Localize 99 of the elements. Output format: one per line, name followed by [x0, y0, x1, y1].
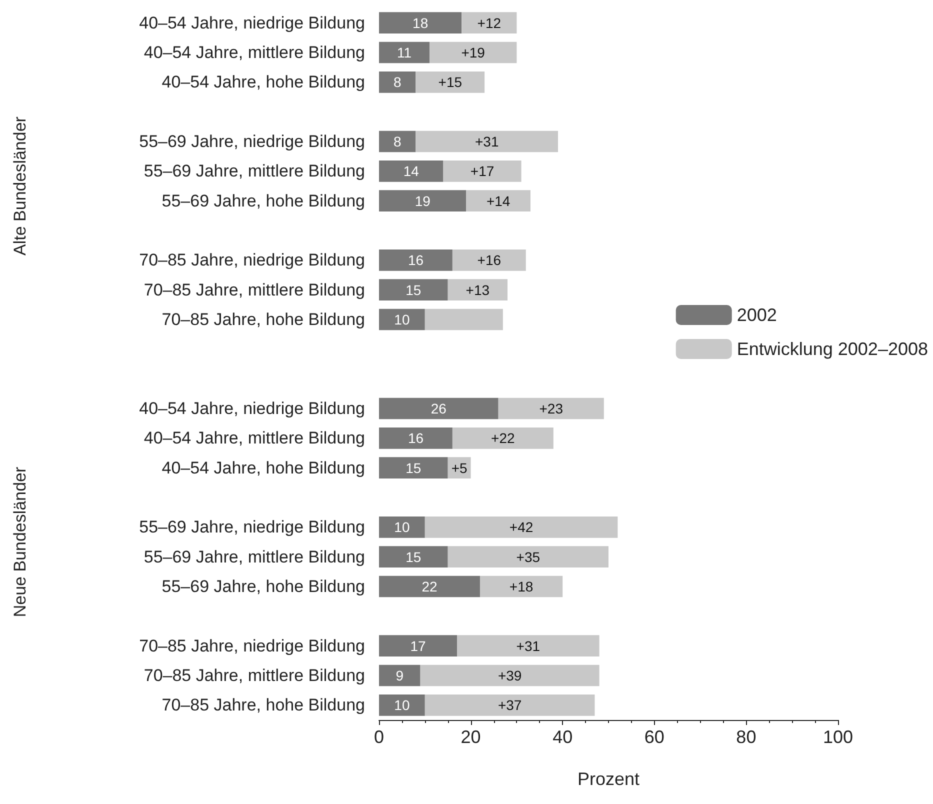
x-tick-label: 20 — [460, 727, 481, 747]
bar — [379, 130, 416, 152]
bar — [379, 427, 452, 449]
data-label: +12 — [477, 14, 502, 31]
y-tick-label: 70–85 Jahre, niedrige Bildung — [139, 636, 365, 656]
bar — [379, 576, 480, 598]
data-label: +5 — [451, 460, 468, 476]
data-label: +31 — [474, 134, 499, 150]
data-label: 14 — [403, 163, 420, 180]
y-tick-label: 40–54 Jahre, hohe Bildung — [162, 458, 365, 478]
bar — [379, 398, 498, 420]
text: Alte Bundesländer — [10, 116, 30, 256]
bar — [379, 457, 448, 479]
bar — [379, 12, 462, 34]
data-label: 10 — [394, 519, 410, 536]
bar — [379, 635, 458, 657]
data-label: 10 — [394, 312, 410, 328]
y-tick-label: 40–54 Jahre, niedrige Bildung — [139, 399, 365, 418]
bar — [379, 516, 425, 538]
bar — [379, 160, 444, 182]
bar — [448, 279, 508, 301]
x-tick-label: 40 — [552, 727, 573, 747]
bar — [443, 160, 522, 182]
data-label: 22 — [422, 578, 438, 594]
bar — [452, 249, 526, 271]
data-label: 8 — [393, 134, 402, 150]
y-tick-label: 55–69 Jahre, hohe Bildung — [162, 577, 365, 596]
bar — [429, 42, 517, 64]
bar — [379, 71, 416, 93]
data-label: 17 — [410, 638, 426, 654]
y-tick-label: 40–54 Jahre, niedrige Bildung — [139, 13, 365, 32]
data-label: 11 — [396, 44, 412, 60]
bar — [379, 42, 430, 64]
data-label: 15 — [406, 460, 422, 476]
y-tick-label: 55–69 Jahre, niedrige Bildung — [139, 518, 365, 537]
y-tick-label: 55–69 Jahre, mittlere Bildung — [144, 162, 365, 181]
data-label: 10 — [394, 697, 410, 714]
text: Neue Bundesländer — [10, 466, 30, 618]
data-label: +42 — [509, 519, 534, 536]
y-tick-label: 40–54 Jahre, mittlere Bildung — [144, 43, 365, 62]
bar — [416, 71, 485, 93]
bar — [424, 694, 595, 716]
data-label: +23 — [539, 400, 564, 416]
x-tick-label: 0 — [374, 727, 384, 747]
y-tick-label: 70–85 Jahre, niedrige Bildung — [139, 250, 365, 270]
data-label: +17 — [470, 163, 494, 180]
data-label: 15 — [406, 548, 422, 565]
bar — [424, 516, 618, 538]
bar — [466, 190, 530, 212]
bar — [379, 190, 466, 212]
bar — [379, 664, 420, 686]
data-label: 18 — [412, 14, 428, 31]
data-label: +13 — [466, 282, 490, 298]
data-label: +16 — [477, 252, 502, 268]
x-tick-label: 60 — [644, 727, 664, 747]
y-tick-label: 55–69 Jahre, niedrige Bildung — [139, 132, 365, 151]
y-tick-label: 70–85 Jahre, mittlere Bildung — [144, 666, 365, 685]
data-label: 9 — [396, 668, 404, 684]
bar — [498, 398, 604, 420]
bar — [379, 279, 448, 301]
data-label: +39 — [498, 668, 522, 684]
data-label: 16 — [408, 430, 424, 446]
data-label: +22 — [491, 430, 516, 446]
y-tick-label: 55–69 Jahre, mittlere Bildung — [144, 547, 365, 566]
bar — [416, 130, 558, 152]
bar — [379, 546, 448, 568]
data-label: +18 — [509, 578, 534, 594]
bar — [379, 694, 425, 716]
data-label: +15 — [438, 74, 462, 90]
bar — [457, 635, 600, 657]
legend-label: 2002 — [736, 305, 777, 325]
bar — [379, 249, 452, 271]
y-tick-label: 70–85 Jahre, hohe Bildung — [162, 310, 365, 329]
data-label: 26 — [430, 400, 447, 416]
x-axis-title: Prozent — [577, 769, 640, 789]
data-label: 15 — [406, 282, 422, 298]
bar — [420, 664, 600, 686]
bar — [462, 12, 517, 34]
y-tick-label: 70–85 Jahre, mittlere Bildung — [144, 280, 365, 300]
bar — [379, 308, 425, 330]
bar — [480, 576, 563, 598]
x-tick-label: 100 — [822, 727, 854, 747]
data-label: +14 — [486, 192, 510, 209]
y-tick-label: 40–54 Jahre, mittlere Bildung — [144, 428, 365, 448]
data-label: +37 — [498, 697, 522, 714]
data-label: 8 — [393, 74, 402, 90]
bar — [452, 427, 554, 449]
x-tick-label: 80 — [736, 727, 756, 747]
bar — [424, 308, 503, 330]
bar — [448, 546, 608, 568]
legend-label: Entwicklung 2002–2008 — [736, 339, 928, 359]
data-label: +35 — [516, 548, 540, 565]
y-tick-label: 70–85 Jahre, hohe Bildung — [162, 696, 365, 715]
data-label: 16 — [408, 252, 424, 268]
data-label: +31 — [516, 638, 540, 654]
y-tick-label: 55–69 Jahre, hohe Bildung — [162, 191, 365, 210]
y-tick-label: 40–54 Jahre, hohe Bildung — [162, 72, 365, 92]
data-label: 19 — [414, 192, 431, 209]
data-label: +19 — [461, 44, 486, 60]
